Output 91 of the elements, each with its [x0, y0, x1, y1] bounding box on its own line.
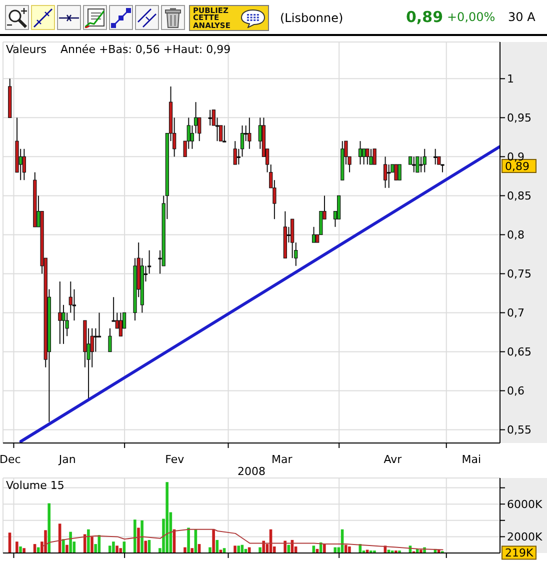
candlestick [236, 148, 240, 165]
text: 0,89 [406, 8, 444, 26]
candlestick [233, 140, 237, 165]
bar [140, 520, 144, 553]
candlestick [362, 148, 366, 165]
y-tick-label: 0,75 [507, 268, 532, 281]
y-tick-label: 1 [507, 72, 514, 86]
candlestick [240, 124, 244, 158]
bar [19, 546, 22, 553]
bar [48, 503, 50, 553]
bar [187, 528, 190, 553]
candlestick [383, 156, 388, 188]
candlestick [118, 312, 123, 337]
bar [116, 546, 118, 553]
text: 30 A [508, 10, 536, 24]
x-tick-label: Jan [58, 452, 76, 466]
candlestick [108, 328, 112, 352]
bar [44, 530, 47, 553]
x-tick-label: Fev [165, 452, 185, 466]
candlestick [222, 124, 226, 142]
candlestick [22, 148, 26, 181]
candlestick [398, 164, 402, 181]
candlestick [369, 148, 373, 165]
bar [323, 544, 326, 553]
bar [334, 547, 337, 553]
bar [134, 520, 136, 553]
bar [87, 529, 90, 553]
bar [69, 532, 72, 553]
bar [16, 542, 18, 553]
candlestick [387, 164, 391, 188]
bar [234, 546, 236, 553]
annotation: Année +Bas: 0,56 +Haut: 0,99 [60, 43, 231, 56]
candlestick [394, 164, 398, 181]
y-tick-label: 2000K [507, 530, 543, 544]
candlestick [208, 109, 212, 126]
y-tick-label: 0,55 [507, 424, 532, 437]
bar [284, 540, 286, 553]
candlestick [358, 140, 362, 165]
bar [344, 544, 348, 553]
y-tick-label: 0,85 [507, 190, 532, 203]
text: (Lisbonne) [280, 11, 344, 25]
candlestick [422, 148, 426, 173]
y-tick-label: 6000K [507, 498, 543, 511]
text: +0,00% [447, 10, 496, 24]
bar [216, 540, 219, 553]
x-axis-title: 2008 [238, 465, 266, 478]
x-tick-label: Mar [272, 452, 293, 466]
candlestick [62, 304, 66, 344]
bar [190, 548, 194, 553]
candlestick [366, 148, 370, 165]
bar [237, 546, 240, 553]
y-tick-label: 0,8 [507, 228, 524, 242]
bar [66, 544, 68, 553]
candlestick [372, 148, 376, 165]
chart-title: Volume 15 [6, 479, 64, 492]
bar [420, 550, 422, 553]
bar [348, 546, 351, 553]
bar [22, 548, 26, 553]
annotation: 219K [505, 546, 534, 560]
x-tick-label: Avr [384, 452, 402, 466]
bar [144, 540, 148, 553]
bar [137, 528, 140, 553]
candlestick [337, 195, 341, 220]
x-tick-label: Mai [462, 452, 482, 466]
bar [112, 542, 115, 553]
bar [166, 482, 168, 553]
bar [208, 547, 212, 553]
bar [119, 548, 122, 553]
annotation: Valeurs [6, 43, 46, 56]
candlestick [416, 156, 420, 173]
x-tick-label: Dec [0, 452, 21, 466]
y-tick-label: 0,7 [507, 306, 524, 320]
candlestick [58, 281, 62, 344]
bar [62, 539, 65, 553]
candlestick [312, 226, 316, 243]
bar [36, 547, 40, 553]
bar [258, 547, 262, 553]
y-tick-label: 0,65 [507, 346, 532, 359]
bar [212, 529, 215, 553]
bar [262, 540, 266, 553]
candlestick [97, 312, 102, 338]
y-tick-label: 0,6 [507, 384, 524, 398]
candlestick [94, 328, 98, 352]
bar [184, 547, 186, 553]
line-series [42, 528, 444, 550]
candlestick [434, 148, 438, 165]
bar [90, 536, 94, 553]
y-tick-label: 0,95 [507, 112, 532, 125]
bar [108, 546, 112, 553]
candlestick [248, 117, 252, 150]
candlestick [412, 156, 416, 173]
